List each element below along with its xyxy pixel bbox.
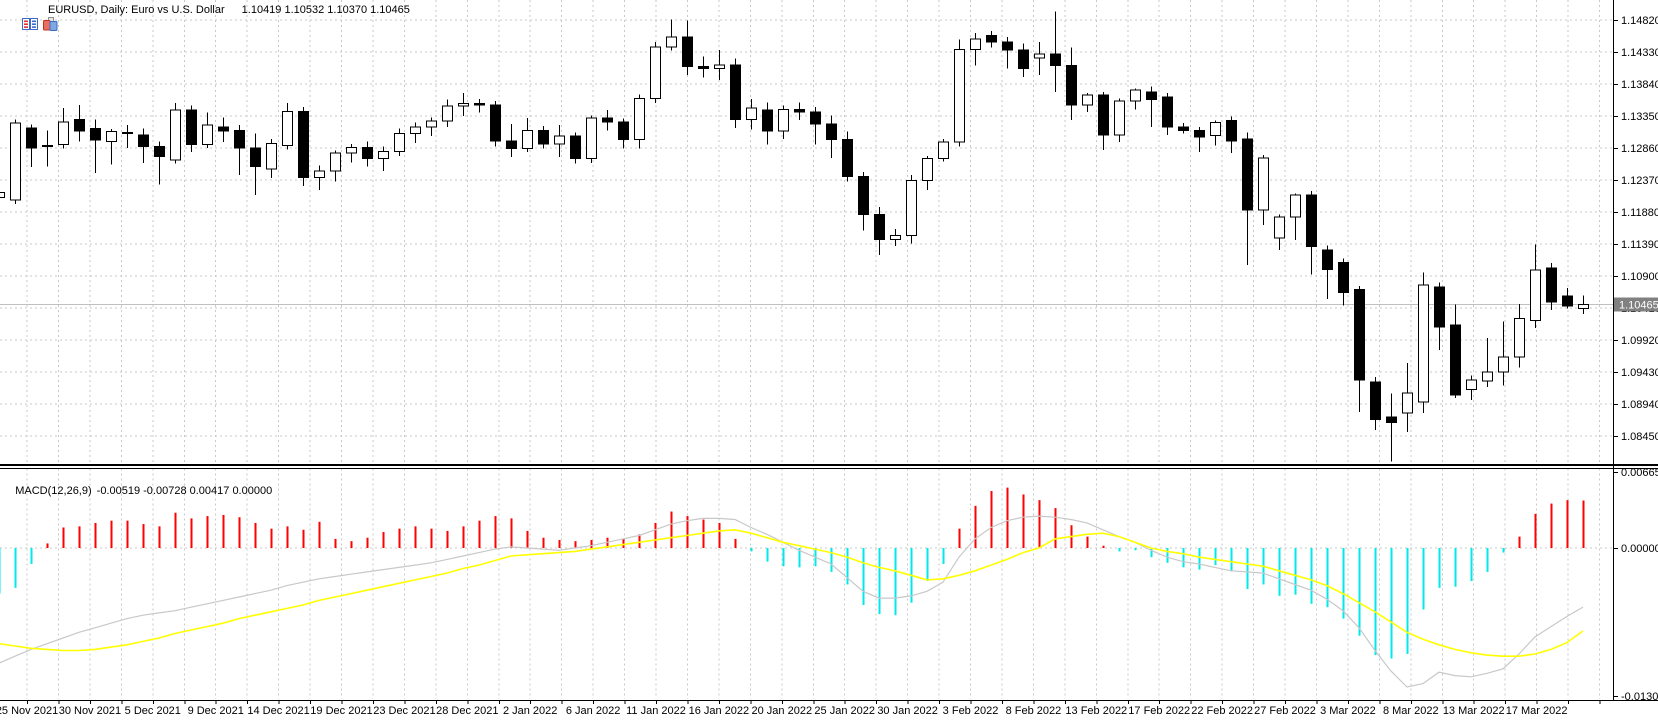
svg-text:5 Dec 2021: 5 Dec 2021 [125,705,181,717]
macd-values: -0.00519 -0.00728 0.00417 0.00000 [96,485,273,497]
depth-of-market-icon [4,3,39,30]
axes-frame [0,0,1658,701]
chart-title-text: EURUSD, Daily: Euro vs U.S. Dollar [48,4,225,16]
time-axis[interactable]: 25 Nov 2021 30 Nov 2021 5 Dec 2021 9 Dec 20… [0,700,1601,717]
svg-text:13 Mar 2022: 13 Mar 2022 [1443,705,1505,717]
svg-text:1.11880: 1.11880 [1621,207,1658,219]
one-click-trading-icon [24,3,58,31]
svg-text:28 Dec 2021: 28 Dec 2021 [436,705,498,717]
macd-name: MACD(12,26,9) [15,485,92,497]
svg-text:0.00000: 0.00000 [1621,543,1658,555]
svg-text:1.10900: 1.10900 [1621,271,1658,283]
svg-text:6 Jan 2022: 6 Jan 2022 [566,705,620,717]
svg-text:1.13350: 1.13350 [1621,111,1658,123]
svg-text:2 Jan 2022: 2 Jan 2022 [503,705,557,717]
svg-text:1.13840: 1.13840 [1621,79,1658,91]
svg-text:16 Jan 2022: 16 Jan 2022 [689,705,750,717]
svg-text:25 Nov 2021: 25 Nov 2021 [0,705,58,717]
svg-text:25 Jan 2022: 25 Jan 2022 [814,705,875,717]
svg-text:27 Feb 2022: 27 Feb 2022 [1254,705,1316,717]
svg-text:3 Feb 2022: 3 Feb 2022 [943,705,999,717]
macd-main-line [0,515,1584,688]
svg-text:0.00665: 0.00665 [1621,467,1658,479]
svg-text:1.09430: 1.09430 [1621,367,1658,379]
macd-signal-line [0,528,1584,658]
macd-series[interactable] [0,487,1585,688]
svg-text:30 Jan 2022: 30 Jan 2022 [877,705,938,717]
svg-text:20 Jan 2022: 20 Jan 2022 [752,705,813,717]
chart-title-bar: EURUSD, Daily: Euro vs U.S. Dollar 1.104… [4,3,410,31]
macd-indicator-label: MACD(12,26,9) -0.00519 -0.00728 0.00417 0… [3,470,272,512]
current-price-tag: 1.10465 [1614,297,1658,312]
svg-text:8 Mar 2022: 8 Mar 2022 [1383,705,1439,717]
svg-text:1.12860: 1.12860 [1621,143,1658,155]
svg-text:-0.01301: -0.01301 [1621,691,1658,703]
chart-title-quote: 1.10419 1.10532 1.10370 1.10465 [241,4,410,16]
svg-text:9 Dec 2021: 9 Dec 2021 [188,705,244,717]
svg-text:1.12370: 1.12370 [1621,175,1658,187]
svg-text:30 Nov 2021: 30 Nov 2021 [59,705,121,717]
svg-text:1.14330: 1.14330 [1621,47,1658,59]
svg-text:23 Dec 2021: 23 Dec 2021 [373,705,435,717]
svg-text:17 Mar 2022: 17 Mar 2022 [1506,705,1568,717]
svg-text:22 Feb 2022: 22 Feb 2022 [1191,705,1253,717]
candlesticks-series[interactable] [0,11,1589,462]
svg-text:8 Feb 2022: 8 Feb 2022 [1006,705,1062,717]
svg-text:1.08940: 1.08940 [1621,399,1658,411]
svg-text:19 Dec 2021: 19 Dec 2021 [310,705,372,717]
svg-text:1.14820: 1.14820 [1621,15,1658,27]
svg-text:1.08450: 1.08450 [1621,431,1658,443]
svg-text:1.11390: 1.11390 [1621,239,1658,251]
svg-text:13 Feb 2022: 13 Feb 2022 [1065,705,1127,717]
svg-text:1.10465: 1.10465 [1619,300,1658,312]
svg-text:17 Feb 2022: 17 Feb 2022 [1128,705,1190,717]
svg-text:14 Dec 2021: 14 Dec 2021 [247,705,309,717]
svg-text:11 Jan 2022: 11 Jan 2022 [626,705,686,717]
grid-lines [0,0,1613,699]
svg-text:3 Mar 2022: 3 Mar 2022 [1320,705,1376,717]
price-axis[interactable]: 1.14820 1.14330 1.13840 1.13350 1.12860 1.123… [1613,15,1658,443]
macd-axis[interactable]: 0.00665 0.00000 -0.01301 [1613,467,1658,703]
svg-text:1.09920: 1.09920 [1621,335,1658,347]
